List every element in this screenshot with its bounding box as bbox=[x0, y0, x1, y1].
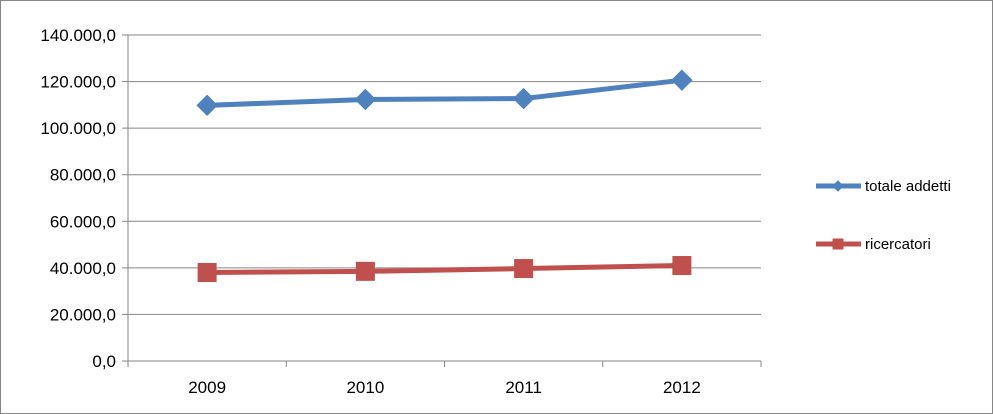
y-tick-label: 40.000,0 bbox=[50, 259, 116, 278]
y-tick-label: 80.000,0 bbox=[50, 166, 116, 185]
y-tick-label: 100.000,0 bbox=[40, 119, 116, 138]
axes bbox=[122, 34, 762, 367]
data-point bbox=[197, 263, 217, 283]
legend-label: ricercatori bbox=[865, 236, 931, 253]
data-point bbox=[512, 87, 535, 110]
data-point bbox=[355, 261, 375, 281]
series-line bbox=[207, 77, 683, 108]
y-tick-label: 140.000,0 bbox=[40, 26, 116, 45]
y-tick-label: 60.000,0 bbox=[50, 212, 116, 231]
y-tick-label: 120.000,0 bbox=[40, 73, 116, 92]
series-lines bbox=[196, 69, 693, 283]
y-axis-tick-labels: 0,0 20.000,0 40.000,0 60.000,0 80.000,0 100.0… bbox=[40, 26, 116, 371]
legend-marker bbox=[832, 180, 844, 192]
x-tick-label: 2009 bbox=[188, 378, 226, 397]
x-tick-label: 2012 bbox=[663, 378, 701, 397]
data-point bbox=[354, 88, 377, 111]
gridlines bbox=[128, 34, 761, 315]
legend-item: ricercatori bbox=[816, 236, 931, 253]
y-tick-label: 20.000,0 bbox=[50, 305, 116, 324]
data-point bbox=[514, 259, 534, 279]
data-point bbox=[196, 94, 218, 117]
series-line bbox=[207, 263, 682, 276]
x-tick-label: 2011 bbox=[505, 378, 542, 397]
legend-label: totale addetti bbox=[865, 178, 951, 195]
x-tick-label: 2010 bbox=[346, 378, 384, 397]
series-totale-addetti bbox=[196, 69, 693, 117]
data-point bbox=[672, 256, 692, 276]
series-ricercatori bbox=[197, 256, 692, 283]
data-point bbox=[671, 69, 693, 91]
legend: totale addetti ricercatori bbox=[816, 178, 951, 253]
legend-item: totale addetti bbox=[816, 178, 951, 195]
y-tick-label: 0,0 bbox=[92, 352, 116, 371]
x-axis-tick-labels: 2009 2010 2011 2012 bbox=[188, 378, 701, 397]
legend-marker bbox=[832, 238, 844, 250]
